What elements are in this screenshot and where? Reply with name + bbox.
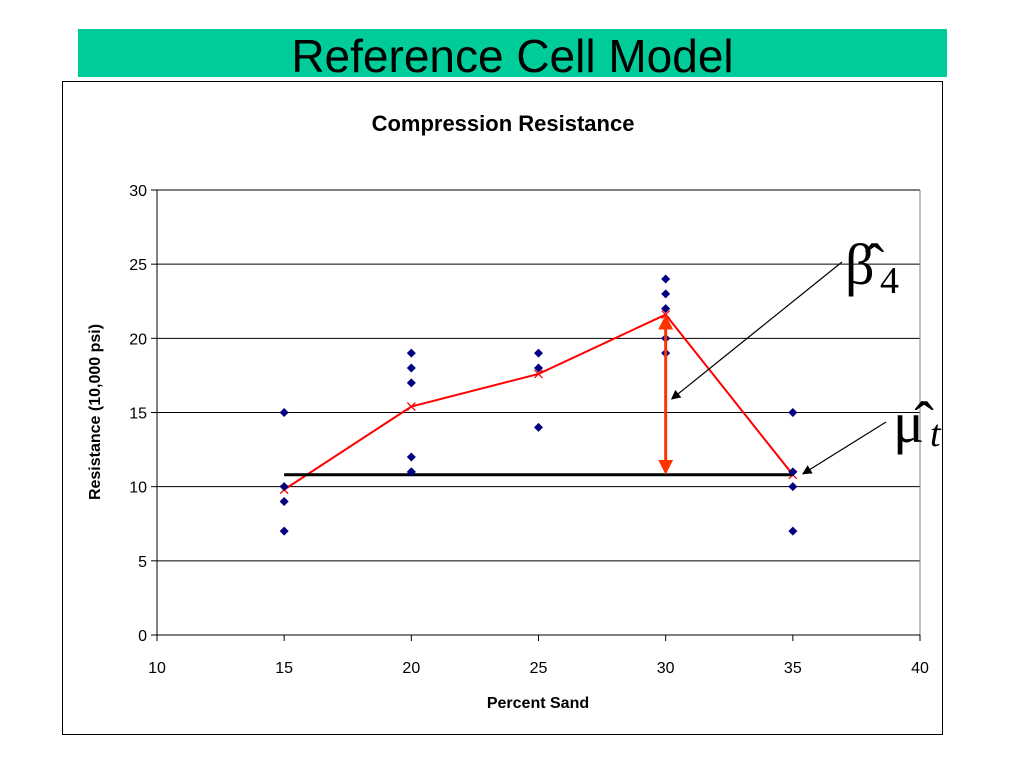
- y-tick-label-5: 5: [138, 554, 147, 571]
- y-axis-ticks: 0 5 10 15 20 25 30: [129, 183, 157, 645]
- data-point-diamond-7: [406, 378, 416, 388]
- data-point-diamond-3: [279, 408, 289, 417]
- data-point-diamond-17: [661, 274, 671, 284]
- data-point-diamond-8: [406, 363, 416, 373]
- data-point-diamond-1: [279, 497, 289, 506]
- y-tick-label-15: 15: [129, 406, 147, 423]
- x-tick-label-25: 25: [530, 660, 548, 677]
- data-point-diamond-9: [406, 348, 416, 358]
- x-axis-ticks: 10 15 20 25 30 35 40: [148, 635, 929, 677]
- y-tick-label-25: 25: [129, 257, 147, 274]
- data-point-diamond-20: [788, 467, 798, 477]
- annotations: [658, 261, 887, 475]
- mu-t-label: μ̂ t: [893, 390, 942, 455]
- y-tick-label-10: 10: [129, 480, 147, 497]
- x-tick-label-30: 30: [657, 660, 675, 677]
- cell-mean-marker-1: [406, 402, 416, 412]
- mu-t-symbol: μ̂: [893, 390, 934, 455]
- y-tick-label-0: 0: [138, 628, 147, 645]
- data-point-diamond-16: [661, 289, 671, 299]
- slide-title-bar: Reference Cell Model: [78, 29, 947, 82]
- x-tick-label-10: 10: [148, 660, 166, 677]
- y-tick-label-30: 30: [129, 183, 147, 200]
- y-axis-title: Resistance (10,000 psi): [87, 324, 104, 500]
- mu-t-subscript: t: [930, 413, 942, 455]
- x-axis-title: Percent Sand: [487, 695, 589, 712]
- data-point-diamond-6: [406, 452, 416, 462]
- gridlines: [157, 189, 921, 635]
- x-tick-label-35: 35: [784, 660, 802, 677]
- data-points: [279, 274, 798, 536]
- chart-frame: [62, 81, 943, 735]
- beta-4-label: β̂ 4: [845, 232, 899, 302]
- data-point-diamond-0: [279, 526, 289, 536]
- data-point-diamond-21: [788, 408, 798, 417]
- slide-title: Reference Cell Model: [291, 30, 734, 82]
- data-point-diamond-10: [534, 422, 543, 432]
- data-point-diamond-15: [661, 304, 671, 314]
- data-point-diamond-18: [788, 526, 798, 536]
- x-tick-label-15: 15: [275, 660, 293, 677]
- beta-4-pointer-arrow: [670, 261, 843, 400]
- cell-means-line: [283, 313, 794, 491]
- chart-title: Compression Resistance: [372, 111, 635, 136]
- data-point-diamond-19: [788, 482, 798, 492]
- data-point-diamond-12: [534, 348, 543, 358]
- x-tick-label-40: 40: [911, 660, 929, 677]
- data-point-diamond-5: [406, 467, 416, 477]
- data-point-diamond-11: [534, 363, 543, 373]
- cell-mean-marker-2: [534, 369, 543, 379]
- data-point-diamond-2: [279, 482, 289, 492]
- x-tick-label-20: 20: [402, 660, 420, 677]
- beta-4-subscript: 4: [880, 260, 899, 302]
- y-tick-label-20: 20: [129, 331, 147, 348]
- mu-t-pointer-arrow: [802, 421, 887, 475]
